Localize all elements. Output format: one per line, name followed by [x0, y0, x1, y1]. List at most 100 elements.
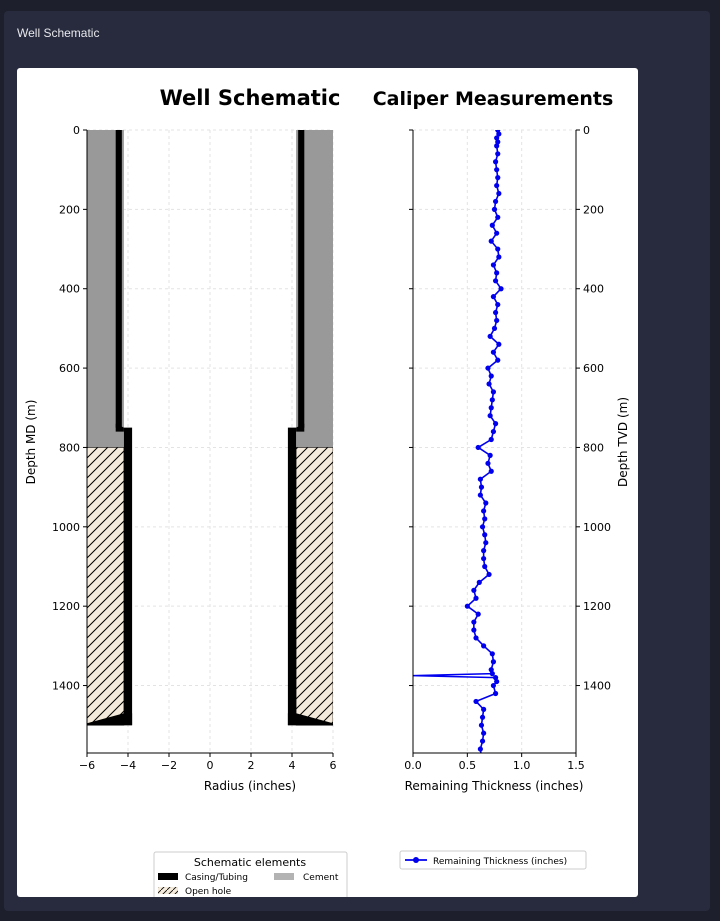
- schematic-xtick-label-2: −2: [161, 759, 177, 772]
- caliper-point-77: [473, 698, 479, 705]
- caliper-point-6: [492, 159, 499, 165]
- caliper-point-70: [488, 667, 494, 673]
- schematic-ytick-label-3: 600: [59, 362, 80, 375]
- schematic-body: [87, 130, 333, 726]
- casing-shoe-left: [87, 713, 133, 726]
- legend-title: Schematic elements: [194, 856, 306, 869]
- caliper-point-78: [481, 706, 487, 712]
- caliper-point-75: [490, 682, 497, 689]
- caliper-point-25: [492, 309, 499, 316]
- schematic-xtick-label-5: 4: [289, 759, 296, 772]
- schematic-ytick-label-6: 1200: [52, 600, 80, 613]
- casing-crossover-left: [115, 423, 124, 432]
- caliper-point-34: [486, 381, 492, 387]
- caliper-ytick-label-6: 1200: [583, 600, 611, 613]
- caliper-point-37: [488, 405, 494, 411]
- legend-cement-swatch: [274, 873, 294, 880]
- schematic-ytick-label-5: 1000: [52, 521, 80, 534]
- caliper-point-42: [475, 444, 481, 451]
- caliper-point-26: [494, 317, 500, 324]
- schematic-y-ticks: 0 200 400 600 800 1000 1200 1400: [52, 124, 87, 693]
- caliper-point-71: [489, 671, 495, 677]
- caliper-point-4: [494, 143, 500, 149]
- caliper-point-21: [492, 278, 499, 284]
- schematic-xtick-label-4: 2: [248, 759, 255, 772]
- caliper-point-45: [488, 468, 494, 474]
- caliper-ytick-label-4: 800: [583, 441, 604, 454]
- schematic-xtick-label-6: 6: [330, 759, 337, 772]
- caliper-point-60: [471, 587, 477, 593]
- caliper-point-1: [496, 131, 502, 137]
- caliper-point-49: [483, 500, 489, 506]
- caliper-point-52: [479, 524, 486, 530]
- figure-canvas: Well Schematic Caliper Measurements −6 −4…: [17, 68, 638, 901]
- caliper-y-label-right: Depth TVD (m): [616, 397, 630, 487]
- caliper-point-46: [477, 476, 483, 482]
- schematic-legend: Schematic elements Casing/Tubing Cement …: [153, 851, 348, 901]
- caliper-point-13: [495, 214, 501, 220]
- caliper-point-15: [494, 230, 500, 236]
- caliper-point-66: [473, 635, 479, 641]
- caliper-point-80: [478, 722, 485, 728]
- caliper-x-label: Remaining Thickness (inches): [405, 779, 584, 793]
- figure-svg: Well Schematic Caliper Measurements −6 −4…: [24, 86, 630, 901]
- caliper-point-83: [477, 746, 483, 752]
- caliper-point-55: [481, 548, 487, 554]
- caliper-point-14: [489, 222, 495, 228]
- caliper-xtick-label-3: 1.5: [567, 759, 585, 772]
- schematic-xtick-label-3: 0: [207, 759, 214, 772]
- casing-left-0: [115, 130, 122, 428]
- caliper-legend: Remaining Thickness (inches): [399, 850, 587, 870]
- app-title: Well Schematic: [17, 26, 100, 40]
- caliper-point-10: [496, 190, 502, 197]
- caliper-point-35: [490, 389, 497, 395]
- schematic-ytick-label-0: 0: [73, 124, 80, 137]
- caliper-point-82: [479, 738, 486, 744]
- caliper-xtick-label-2: 1.0: [513, 759, 531, 772]
- caliper-point-24: [495, 301, 501, 308]
- caliper-point-85: [477, 762, 482, 767]
- caliper-x-ticks: 0.0 0.5 1.0 1.5: [404, 753, 585, 772]
- caliper-point-62: [464, 603, 470, 609]
- caliper-point-44: [485, 460, 491, 466]
- caliper-point-11: [492, 198, 499, 205]
- caliper-point-18: [496, 254, 502, 260]
- caliper-point-16: [488, 238, 494, 244]
- caliper-point-73: [492, 675, 499, 681]
- caliper-point-74: [494, 678, 500, 685]
- schematic-title: Well Schematic: [160, 86, 341, 110]
- casing-right-0: [298, 130, 305, 428]
- caliper-point-65: [471, 627, 477, 633]
- schematic-x-label: Radius (inches): [204, 779, 296, 793]
- caliper-point-39: [492, 421, 499, 427]
- caliper-ytick-label-7: 1400: [583, 680, 611, 693]
- legend-openhole-label: Open hole: [185, 887, 232, 897]
- caliper-ytick-label-1: 200: [583, 203, 604, 216]
- caliper-y-ticks: 0 200 400 600 800 1000 1200 1400: [409, 124, 611, 693]
- schematic-xtick-label-1: −4: [120, 759, 136, 772]
- caliper-point-22: [498, 286, 504, 292]
- schematic-x-ticks: −6 −4 −2 0 2 4 6: [79, 753, 337, 772]
- caliper-point-63: [475, 611, 481, 617]
- legend-cement-label: Cement: [303, 873, 339, 883]
- caliper-point-36: [489, 397, 495, 403]
- caliper-point-20: [494, 270, 500, 276]
- caliper-point-48: [477, 492, 483, 498]
- schematic-ytick-label-1: 200: [59, 203, 80, 216]
- caliper-point-31: [495, 357, 501, 363]
- caliper-point-28: [487, 333, 493, 339]
- legend-thickness-label: Remaining Thickness (inches): [433, 857, 567, 867]
- caliper-point-84: [479, 754, 484, 759]
- caliper-point-61: [473, 595, 479, 601]
- caliper-ytick-label-2: 400: [583, 283, 604, 296]
- caliper-point-33: [488, 373, 494, 379]
- open-hole-left: [87, 447, 125, 726]
- caliper-point-57: [482, 563, 488, 570]
- caliper-ytick-label-3: 600: [583, 362, 604, 375]
- caliper-point-89: [491, 794, 496, 799]
- legend-openhole-swatch: [158, 887, 178, 894]
- caliper-ytick-label-0: 0: [583, 124, 590, 137]
- caliper-body: [413, 130, 504, 799]
- caliper-point-17: [495, 246, 501, 252]
- caliper-xtick-label-0: 0.0: [404, 759, 422, 772]
